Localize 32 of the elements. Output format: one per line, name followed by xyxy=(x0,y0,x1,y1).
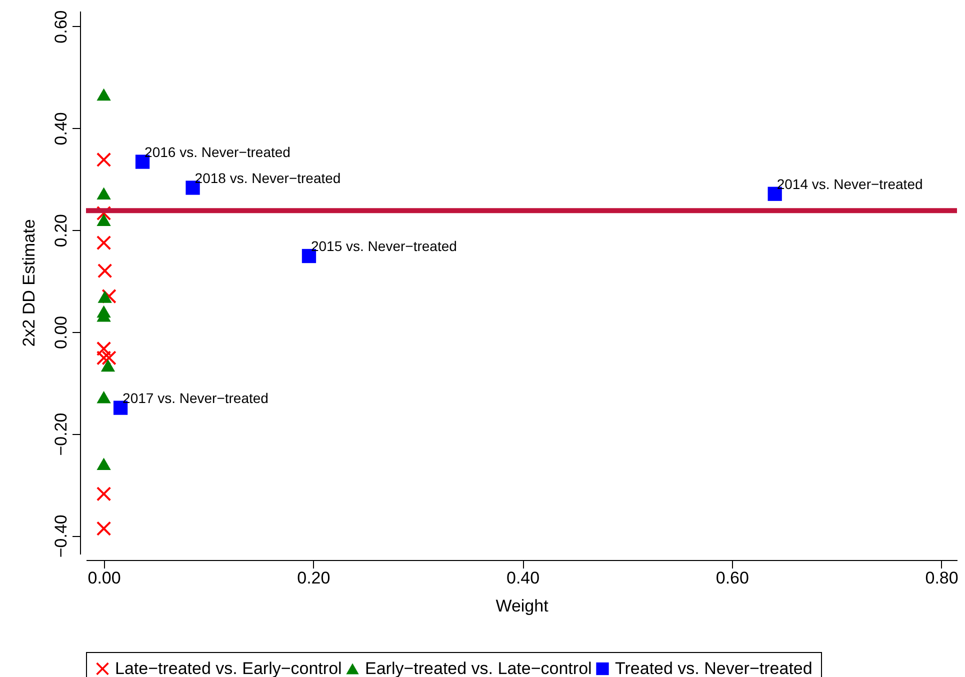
y-axis-title: 2x2 DD Estimate xyxy=(20,219,38,347)
y-tick-label: −0.40 xyxy=(52,514,70,558)
annotation: 2017 vs. Never−treated xyxy=(122,390,268,406)
legend-label: Late−treated vs. Early−control xyxy=(115,658,342,677)
x-tick-label: 0.80 xyxy=(925,568,958,588)
annotation: 2014 vs. Never−treated xyxy=(776,176,923,192)
x-tick-label: 0.40 xyxy=(506,568,540,588)
legend-label: Early−treated vs. Late−control xyxy=(365,658,592,677)
y-tick-label: −0.20 xyxy=(52,412,70,456)
point xyxy=(96,187,111,200)
x-tick-label: 0.60 xyxy=(716,568,749,588)
point xyxy=(98,264,112,278)
annotation: 2016 vs. Never−treated xyxy=(144,144,290,160)
y-tick-label: 0.60 xyxy=(52,10,70,44)
point xyxy=(96,458,111,470)
point xyxy=(96,214,111,226)
x-tick-label: 0.00 xyxy=(88,568,121,588)
point xyxy=(100,359,116,372)
annotation: 2018 vs. Never−treated xyxy=(194,170,341,186)
legend-label: Treated vs. Never−treated xyxy=(615,658,812,677)
x-axis-title: Weight xyxy=(496,596,549,616)
y-tick-label: 0.20 xyxy=(52,214,70,248)
point xyxy=(96,88,111,101)
y-tick-label: 0.00 xyxy=(52,316,70,349)
point xyxy=(98,290,112,303)
point xyxy=(96,486,111,501)
y-tick-label: 0.40 xyxy=(52,112,70,146)
x-tick-label: 0.20 xyxy=(297,568,330,588)
point xyxy=(102,350,116,365)
annotation: 2015 vs. Never−treated xyxy=(310,238,457,254)
point xyxy=(96,521,111,536)
point xyxy=(96,390,111,404)
